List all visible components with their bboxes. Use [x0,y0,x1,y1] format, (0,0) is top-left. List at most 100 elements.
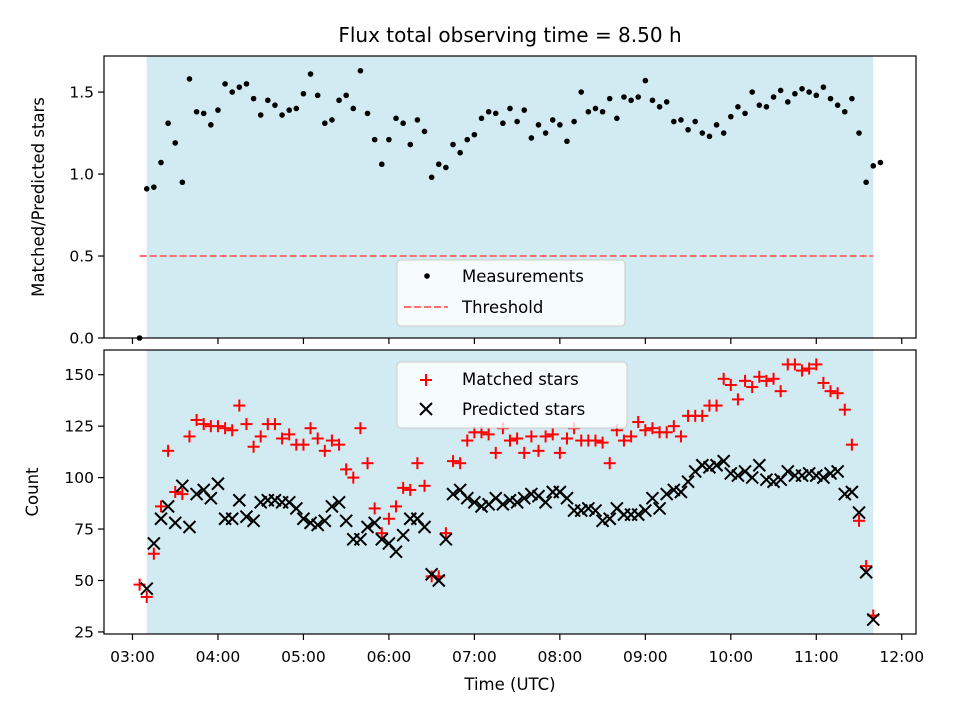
matched-star-point [788,358,801,371]
measurement-point [877,159,884,166]
count-x-ticks: 03:00 04:00 05:00 06:00 07:00 08:00 09:00 10:00… [110,634,924,666]
y-tick-label: 100 [64,469,94,487]
measurement-point [784,99,791,105]
matched-star-point [853,514,866,527]
matched-star-point [411,457,424,470]
measurement-point [557,122,563,128]
y-tick-label: 50 [74,572,94,590]
matched-star-point [354,422,367,435]
y-tick-label: 0.0 [69,330,94,348]
measurement-point [849,95,855,102]
matched-star-point [154,500,167,513]
measurement-point [549,117,556,123]
measurement-point [713,122,720,128]
predicted-star-point [752,458,767,472]
matched-star-point [796,364,809,377]
measurement-point [770,94,777,100]
matched-star-point [318,444,331,457]
x-tick-label: 09:00 [623,648,668,666]
matched-star-point [268,418,281,431]
measurement-point [777,87,784,94]
predicted-star-point [367,516,382,530]
measurement-point [471,131,478,138]
matched-star-point [760,374,773,387]
x-tick-label: 10:00 [708,648,753,666]
matched-star-point [717,372,730,385]
ratio-y-ticks: 0.0 0.5 1.0 1.5 [69,84,104,348]
measurement-point [799,85,805,92]
measurement-point [706,133,713,140]
legend-measurements-marker [424,273,430,279]
measurement-point [200,110,207,117]
measurement-point [656,104,663,110]
matched-star-point [254,430,267,443]
y-tick-label: 1.0 [69,166,94,184]
measurement-point [863,179,869,186]
measurement-point [699,130,706,136]
matched-star-point [183,430,196,443]
matched-star-point [333,438,346,451]
x-tick-label: 12:00 [879,648,924,666]
measurement-point [257,112,264,118]
measurement-point [343,92,349,99]
measurement-point [521,107,528,113]
measurement-point [571,118,577,125]
predicted-star-point [353,532,368,547]
measurement-point [151,184,157,190]
matched-star-point [560,432,573,445]
measurement-point [165,120,171,127]
matched-star-point [746,381,759,394]
measurement-point [763,104,770,110]
matched-star-point [461,434,474,447]
matched-star-point [304,422,317,435]
predicted-star-point [211,477,225,491]
matched-star-point [283,428,296,441]
measurement-point [279,112,285,118]
measurement-point [336,97,342,104]
measurement-point [400,120,406,127]
predicted-star-point [439,532,453,547]
predicted-star-point [289,501,304,516]
measurement-point [628,97,634,104]
measurement-point [357,67,364,74]
measurement-point [378,161,385,168]
measurement-point [421,128,428,135]
measurement-point [671,118,677,125]
x-axis-label: Time (UTC) [463,675,555,694]
count-y-axis-label: Count [23,467,42,517]
measurement-point [806,89,812,95]
matched-star-point [817,376,830,389]
measurement-point [756,102,763,108]
matched-star-point [397,481,410,494]
predicted-star-point [652,501,667,516]
measurement-point [678,117,684,123]
predicted-star-point [659,487,674,501]
predicted-star-point [866,612,880,627]
measurement-point [322,120,328,127]
measurement-point [414,117,421,123]
measurement-point [158,159,164,166]
y-tick-label: 0.5 [69,248,94,266]
predicted-star-point [189,487,204,501]
matched-star-point [518,446,531,459]
measurement-point [635,94,642,100]
measurement-point [692,118,698,125]
measurement-point [186,76,193,82]
measurement-point [193,108,200,115]
predicted-star-point [325,499,339,514]
measurement-point [386,136,392,143]
predicted-star-point [830,464,845,479]
matched-star-point [617,434,630,447]
matched-star-point [361,457,374,470]
count-y-ticks: 25 50 75 100 125 150 [64,366,104,641]
y-tick-label: 75 [74,521,94,539]
matched-star-point [439,527,452,540]
measurement-point [464,136,471,143]
measurement-point [621,94,627,100]
measurement-point [514,118,520,125]
measurement-point [293,105,300,112]
measurement-point [329,117,335,123]
measurement-point [393,115,399,122]
measurement-point [720,130,727,136]
